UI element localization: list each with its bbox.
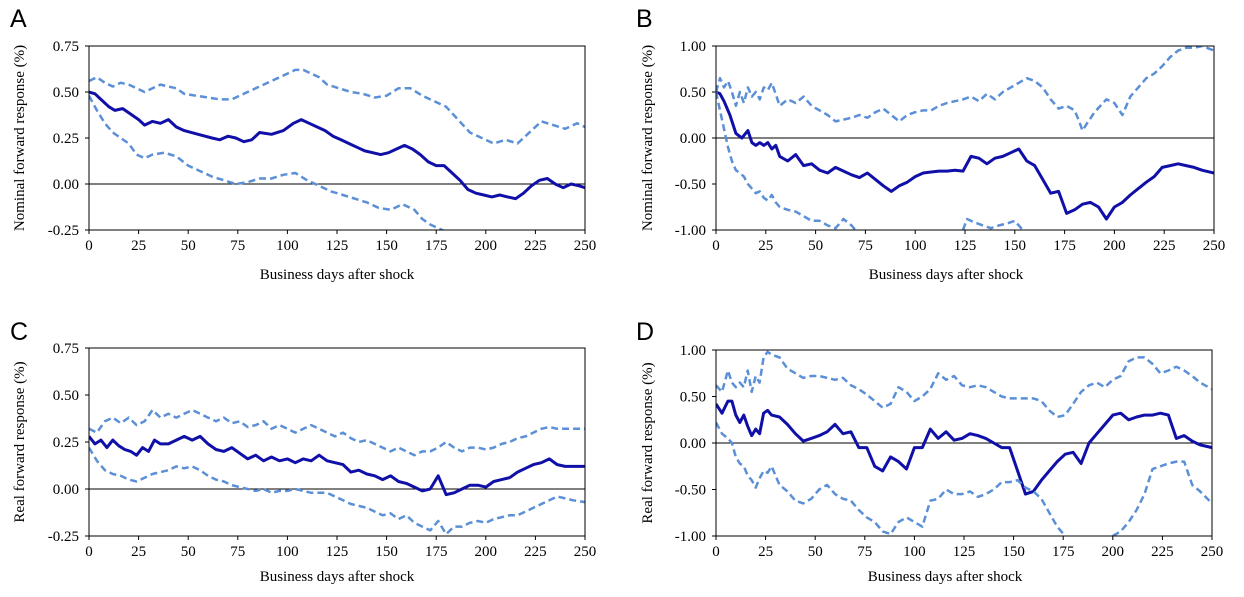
series-group bbox=[716, 46, 1214, 230]
x-tick-label: 200 bbox=[475, 544, 498, 560]
x-tick-label: 50 bbox=[808, 544, 823, 560]
x-tick-label: 225 bbox=[1153, 238, 1176, 254]
estimate-line bbox=[716, 90, 1214, 221]
y-tick-label: 0.50 bbox=[53, 85, 79, 101]
x-tick-label: 175 bbox=[425, 238, 448, 254]
confidence-band-line bbox=[716, 91, 857, 230]
y-tick-label: 0.00 bbox=[53, 482, 79, 498]
y-tick-label: 0.50 bbox=[680, 85, 706, 101]
y-tick-label: -1.00 bbox=[675, 223, 706, 239]
x-tick-label: 200 bbox=[1102, 544, 1125, 560]
x-tick-label: 250 bbox=[574, 238, 597, 254]
estimate-line bbox=[89, 90, 585, 201]
x-tick-label: 250 bbox=[1201, 544, 1224, 560]
y-axis-label: Nominal forward response (%) bbox=[640, 45, 656, 231]
estimate-line bbox=[716, 399, 1212, 496]
x-tick-label: 0 bbox=[85, 238, 93, 254]
x-axis-label: Business days after shock bbox=[260, 569, 415, 585]
panel-label-b: B bbox=[636, 5, 653, 33]
y-tick-label: 0.00 bbox=[680, 131, 706, 147]
x-tick-label: 50 bbox=[808, 238, 823, 254]
x-tick-label: 225 bbox=[1151, 544, 1174, 560]
x-tick-label: 100 bbox=[276, 544, 299, 560]
x-tick-label: 100 bbox=[276, 238, 299, 254]
x-tick-label: 25 bbox=[131, 238, 146, 254]
x-tick-label: 125 bbox=[953, 544, 976, 560]
y-tick-label: 0.00 bbox=[680, 436, 706, 452]
confidence-band-line bbox=[716, 421, 1067, 536]
panel-d-chart: 1.00 0.50 0.00 -0.50 -1.00 0 25 50 75 100 125 150 17… bbox=[640, 343, 1223, 585]
y-tick-label: -0.25 bbox=[48, 529, 79, 545]
x-tick-label: 100 bbox=[904, 238, 927, 254]
x-tick-label: 175 bbox=[425, 544, 448, 560]
x-tick-label: 125 bbox=[326, 544, 349, 560]
x-tick-label: 250 bbox=[574, 544, 597, 560]
estimate-line bbox=[89, 434, 585, 497]
x-tick-label: 200 bbox=[1103, 238, 1126, 254]
y-tick-label: -0.50 bbox=[675, 483, 706, 499]
y-tick-label: 0.75 bbox=[53, 39, 79, 55]
x-tick-label: 75 bbox=[858, 238, 873, 254]
y-tick-label: 0.25 bbox=[53, 131, 79, 147]
y-tick-label: 0.25 bbox=[53, 435, 79, 451]
x-tick-label: 75 bbox=[857, 544, 872, 560]
confidence-band-line bbox=[716, 350, 1212, 419]
y-tick-label: 1.00 bbox=[680, 39, 706, 55]
x-tick-label: 0 bbox=[712, 544, 720, 560]
x-tick-label: 250 bbox=[1203, 238, 1226, 254]
x-tick-label: 150 bbox=[375, 544, 398, 560]
y-axis-label: Real forward response (%) bbox=[640, 362, 656, 523]
y-tick-label: 0.00 bbox=[53, 177, 79, 193]
confidence-band-line bbox=[89, 408, 585, 457]
panel-a-chart: 0.75 0.50 0.25 0.00 -0.25 0 25 50 75 100 125 150 175… bbox=[12, 39, 596, 283]
x-axis-label: Business days after shock bbox=[868, 569, 1023, 585]
x-tick-label: 175 bbox=[1052, 544, 1075, 560]
x-axis-label: Business days after shock bbox=[260, 267, 415, 283]
x-tick-label: 25 bbox=[131, 544, 146, 560]
confidence-band-line bbox=[961, 217, 1024, 230]
y-tick-label: 0.50 bbox=[680, 390, 706, 406]
confidence-band-line bbox=[89, 446, 585, 536]
y-tick-label: 1.00 bbox=[680, 343, 706, 359]
y-axis-label: Real forward response (%) bbox=[12, 361, 28, 522]
y-tick-label: -0.50 bbox=[675, 177, 706, 193]
x-tick-label: 225 bbox=[524, 238, 547, 254]
confidence-band-line bbox=[716, 46, 1214, 132]
panel-label-c: C bbox=[10, 318, 28, 346]
panel-label-a: A bbox=[10, 5, 27, 33]
x-tick-label: 150 bbox=[1004, 238, 1027, 254]
confidence-band-line bbox=[89, 95, 446, 230]
x-tick-label: 200 bbox=[475, 238, 498, 254]
confidence-band-line bbox=[1112, 460, 1212, 536]
y-tick-label: 0.50 bbox=[53, 388, 79, 404]
x-tick-label: 25 bbox=[758, 544, 773, 560]
x-tick-label: 125 bbox=[954, 238, 977, 254]
y-axis-label: Nominal forward response (%) bbox=[12, 45, 28, 231]
x-tick-label: 150 bbox=[375, 238, 398, 254]
x-tick-label: 0 bbox=[712, 238, 720, 254]
x-tick-label: 25 bbox=[758, 238, 773, 254]
y-tick-label: -1.00 bbox=[675, 529, 706, 545]
x-tick-label: 75 bbox=[230, 544, 245, 560]
x-tick-label: 75 bbox=[230, 238, 245, 254]
y-tick-label: -0.25 bbox=[48, 223, 79, 239]
series-group bbox=[716, 350, 1212, 536]
series-group bbox=[89, 68, 585, 230]
x-tick-label: 0 bbox=[85, 544, 93, 560]
x-tick-label: 50 bbox=[181, 544, 196, 560]
x-tick-label: 225 bbox=[524, 544, 547, 560]
confidence-band-line bbox=[89, 68, 585, 145]
x-axis-label: Business days after shock bbox=[869, 267, 1024, 283]
panel-b-chart: 1.00 0.50 0.00 -0.50 -1.00 0 25 50 75 100 125 150 17… bbox=[640, 39, 1225, 283]
x-tick-label: 125 bbox=[326, 238, 349, 254]
x-tick-label: 50 bbox=[181, 238, 196, 254]
series-group bbox=[89, 408, 585, 536]
y-tick-label: 0.75 bbox=[53, 341, 79, 357]
x-tick-label: 100 bbox=[903, 544, 926, 560]
x-tick-label: 175 bbox=[1053, 238, 1076, 254]
panel-label-d: D bbox=[636, 318, 654, 346]
panel-c-chart: 0.75 0.50 0.25 0.00 -0.25 0 25 50 75 100 125 150 175… bbox=[12, 341, 596, 585]
x-tick-label: 150 bbox=[1002, 544, 1025, 560]
